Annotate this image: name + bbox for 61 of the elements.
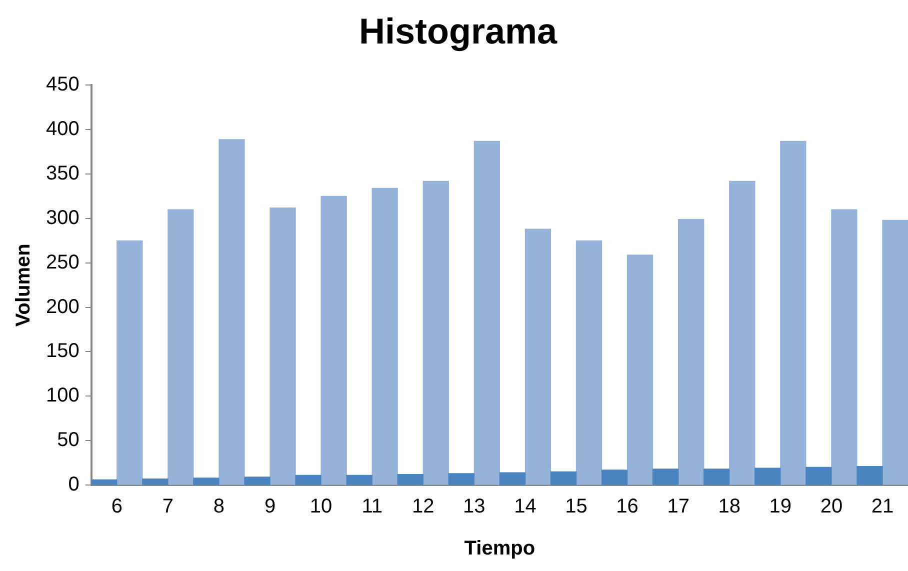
bar: [882, 220, 908, 485]
x-tick-label: 17: [667, 496, 690, 518]
x-tick-label: 10: [310, 496, 332, 518]
bar: [142, 478, 168, 485]
y-tick-label: 450: [46, 74, 80, 96]
bar: [168, 209, 194, 485]
y-tick-label: 50: [57, 429, 80, 452]
x-tick-label: 18: [718, 496, 740, 518]
bar: [729, 180, 756, 485]
bar: [218, 139, 245, 485]
bar: [550, 471, 577, 485]
y-tick-label: 150: [46, 340, 80, 362]
x-tick-label: 6: [111, 496, 122, 518]
bar: [704, 468, 730, 485]
bar: [856, 466, 883, 485]
bar: [193, 478, 220, 485]
bar: [397, 474, 424, 485]
bar: [576, 240, 602, 485]
y-tick-label: 400: [46, 118, 80, 140]
bar: [244, 476, 270, 485]
bar: [320, 196, 347, 485]
y-tick-label: 300: [46, 206, 80, 229]
bar: [422, 180, 449, 485]
bar: [474, 140, 500, 485]
y-axis-title: Volumen: [12, 244, 35, 327]
bar: [116, 240, 143, 485]
bar: [678, 219, 704, 485]
y-tick-label: 350: [46, 162, 80, 185]
bar: [652, 468, 679, 485]
x-tick-label: 20: [820, 496, 843, 518]
x-tick-label: 11: [362, 496, 382, 518]
bar: [780, 140, 806, 485]
bar: [499, 472, 526, 485]
bar: [91, 479, 118, 485]
x-tick-label: 8: [213, 496, 225, 518]
x-tick-label: 16: [616, 496, 638, 518]
y-tick-label: 200: [46, 296, 80, 318]
chart-title: Histograma: [358, 10, 558, 52]
y-tick-label: 0: [68, 474, 80, 496]
bar: [295, 474, 322, 485]
x-tick-label: 19: [769, 496, 792, 518]
x-tick-label: 12: [412, 496, 434, 518]
x-tick-label: 9: [264, 496, 276, 518]
x-axis-title: Tiempo: [464, 538, 536, 560]
bar: [601, 470, 628, 485]
bar: [448, 473, 474, 485]
bar: [754, 468, 781, 485]
x-tick-label: 7: [162, 496, 174, 518]
bar: [831, 209, 858, 485]
bar: [270, 207, 296, 485]
x-tick-label: 14: [514, 496, 536, 518]
bar: [524, 228, 552, 485]
x-tick-label: 13: [463, 496, 486, 518]
bar: [626, 254, 654, 485]
y-tick-label: 250: [46, 251, 80, 274]
bar: [372, 188, 398, 485]
y-tick-label: 100: [46, 384, 80, 407]
bar: [806, 466, 832, 485]
bar: [346, 474, 372, 485]
x-tick-label: 21: [871, 496, 894, 518]
x-tick-label: 15: [565, 496, 588, 518]
